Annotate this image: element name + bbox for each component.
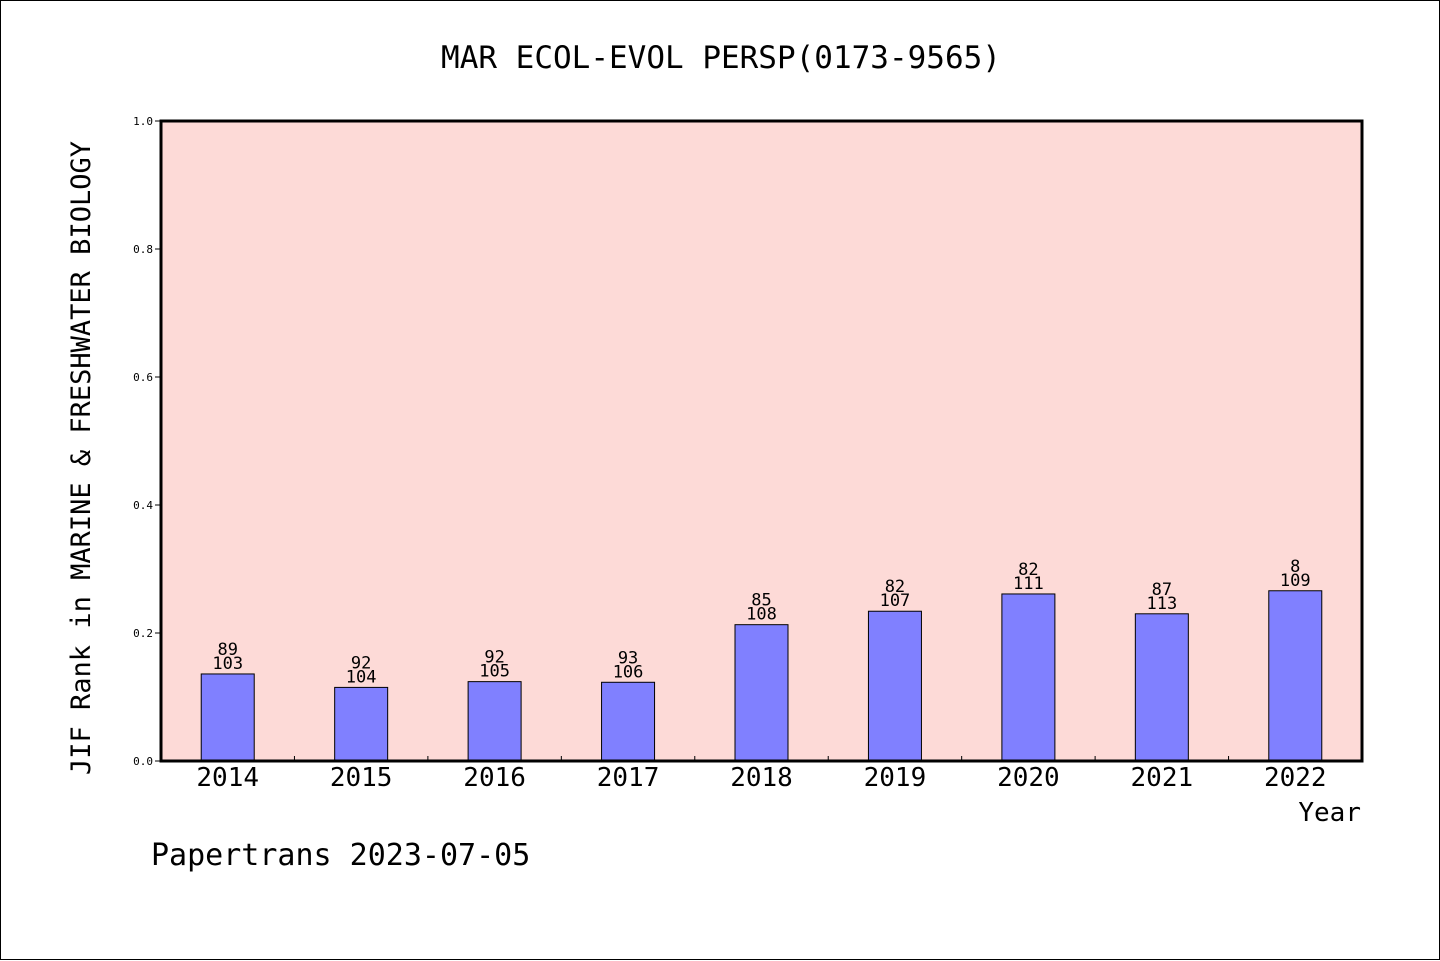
x-axis-label: Year: [1298, 798, 1361, 828]
y-tick-label: 1.0: [133, 115, 153, 128]
bar: [867, 610, 922, 762]
bar: [200, 673, 255, 762]
bar: [334, 686, 389, 762]
bar: [467, 681, 522, 762]
bar: [734, 624, 789, 762]
plot-border: [159, 119, 1364, 763]
chart-title: MAR ECOL-EVOL PERSP(0173-9565): [441, 40, 1001, 76]
bar-rank-label: 87: [1152, 580, 1172, 600]
bar-total-label: 109: [1280, 571, 1311, 591]
y-tick-label: 0.4: [133, 499, 153, 512]
bar-rank-label: 89: [217, 640, 237, 660]
x-tick-label: 2019: [864, 763, 927, 793]
x-tick-label: 2016: [463, 763, 526, 793]
bar-rank-label: 93: [618, 648, 638, 668]
x-tick-label: 2017: [597, 763, 660, 793]
y-tick-label: 0.2: [133, 627, 153, 640]
bar-total-label: 108: [746, 605, 777, 625]
bar: [1268, 590, 1323, 762]
bar: [1134, 613, 1189, 762]
bar-rank-label: 85: [751, 591, 771, 611]
x-tick-label: 2022: [1264, 763, 1327, 793]
bar-rank-label: 92: [484, 648, 504, 668]
bar-total-label: 105: [479, 662, 510, 682]
y-tick-label: 0.0: [133, 755, 153, 768]
footer-text: Papertrans 2023-07-05: [151, 838, 530, 873]
x-tick-label: 2021: [1131, 763, 1194, 793]
bar-total-label: 107: [880, 591, 911, 611]
y-axis-label: JIF Rank in MARINE & FRESHWATER BIOLOGY: [66, 141, 97, 775]
x-tick-label: 2018: [730, 763, 793, 793]
x-tick-label: 2014: [196, 763, 259, 793]
bar: [601, 681, 656, 762]
bar-total-label: 103: [212, 654, 243, 674]
bar-total-label: 111: [1013, 574, 1044, 594]
bar-total-label: 113: [1146, 594, 1177, 614]
bar: [1001, 593, 1056, 762]
y-tick-label: 0.6: [133, 371, 153, 384]
bar-rank-label: 92: [351, 653, 371, 673]
bar-total-label: 104: [346, 667, 377, 687]
bar-total-label: 106: [613, 662, 644, 682]
y-tick-label: 0.8: [133, 243, 153, 256]
x-tick-label: 2015: [330, 763, 393, 793]
bar-rank-label: 82: [885, 577, 905, 597]
bar-rank-label: 8: [1290, 557, 1300, 577]
bar-rank-label: 82: [1018, 560, 1038, 580]
x-tick-label: 2020: [997, 763, 1060, 793]
